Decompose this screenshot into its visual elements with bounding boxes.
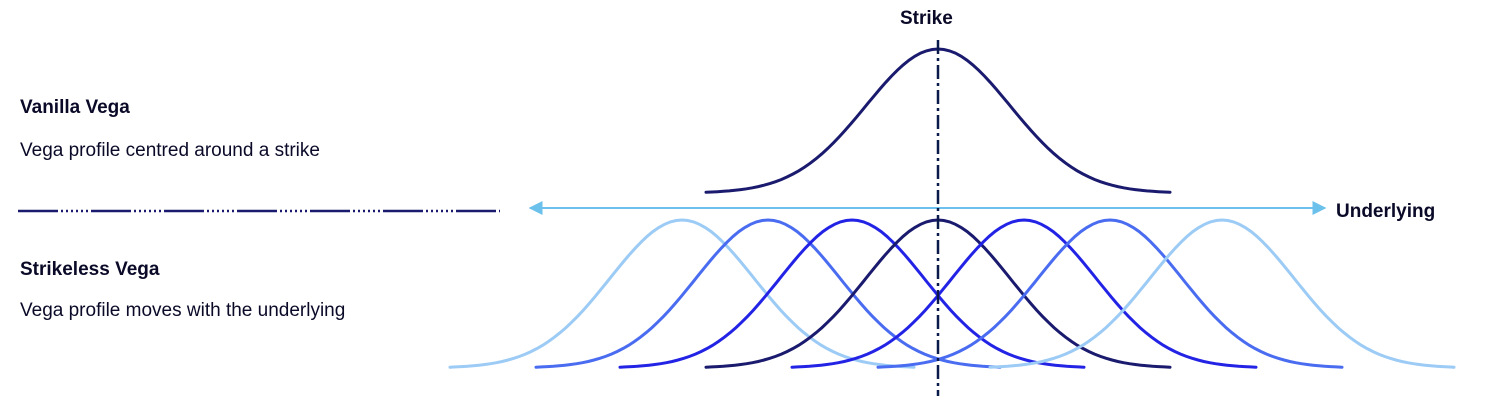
vanilla-vega-description: Vega profile centred around a strike [20, 140, 320, 161]
strikeless-vega-curve-7 [988, 218, 1456, 369]
strikeless-vega-curves-group [448, 218, 1456, 369]
strikeless-vega-curve-3 [618, 218, 1086, 369]
strikeless-vega-curve-5 [790, 218, 1258, 369]
strikeless-vega-curve-1 [448, 218, 916, 369]
strikeless-vega-curve-6 [876, 218, 1344, 369]
strike-label: Strike [900, 8, 953, 29]
strikeless-vega-description: Vega profile moves with the underlying [20, 300, 346, 321]
strikeless-vega-curve-2 [534, 218, 1002, 369]
underlying-label: Underlying [1336, 201, 1436, 222]
vanilla-vega-title: Vanilla Vega [20, 97, 130, 118]
strikeless-vega-title: Strikeless Vega [20, 259, 160, 280]
